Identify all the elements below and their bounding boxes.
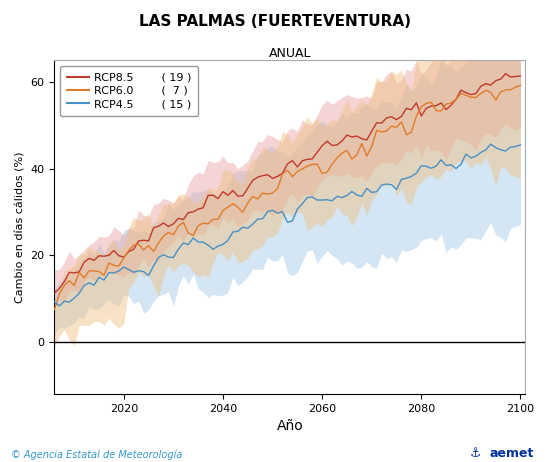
Text: aemet: aemet [489, 447, 534, 460]
Text: LAS PALMAS (FUERTEVENTURA): LAS PALMAS (FUERTEVENTURA) [139, 14, 411, 29]
Y-axis label: Cambio en días cálidos (%): Cambio en días cálidos (%) [15, 152, 25, 303]
X-axis label: Año: Año [277, 419, 303, 433]
Text: © Agencia Estatal de Meteorología: © Agencia Estatal de Meteorología [11, 449, 183, 460]
Text: ⚓: ⚓ [470, 447, 481, 460]
Legend: RCP8.5        ( 19 ), RCP6.0        (  7 ), RCP4.5        ( 15 ): RCP8.5 ( 19 ), RCP6.0 ( 7 ), RCP4.5 ( 15… [60, 66, 199, 116]
Title: ANUAL: ANUAL [268, 47, 311, 61]
